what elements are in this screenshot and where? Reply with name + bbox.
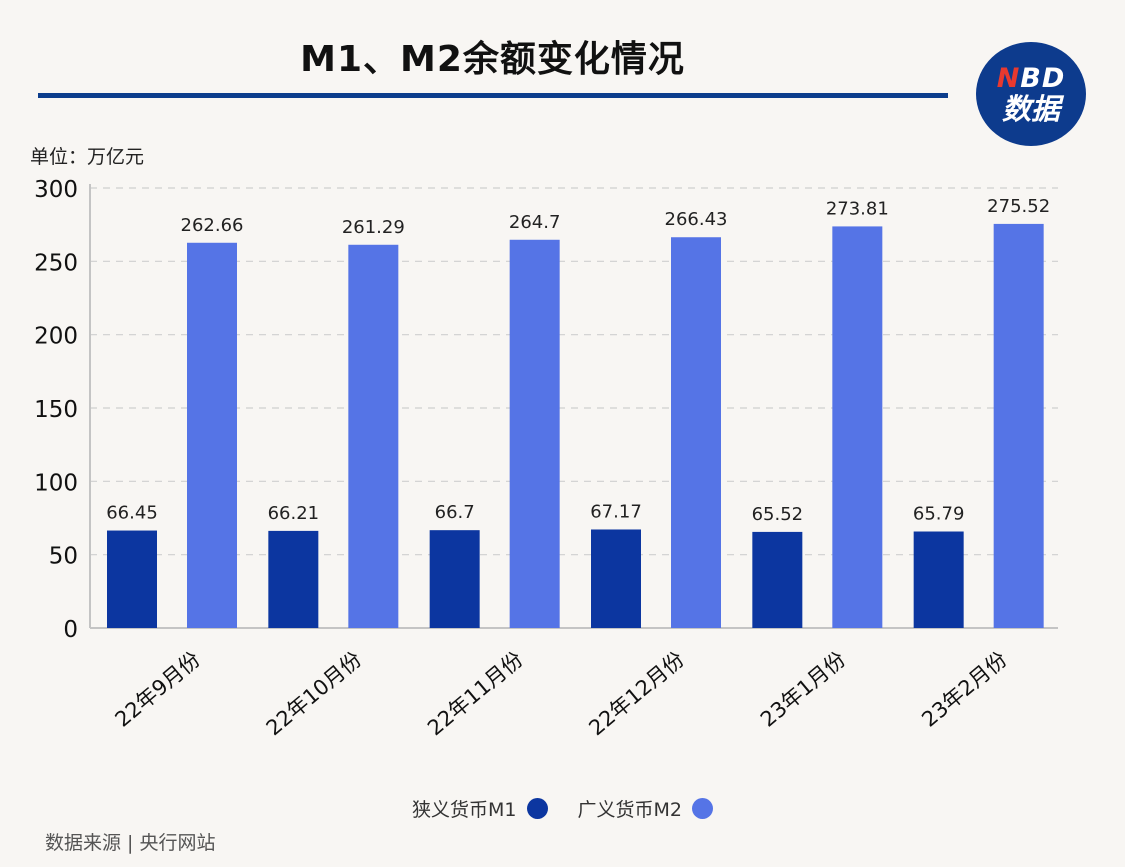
bar-value-label-m1: 65.52 <box>752 504 804 525</box>
x-category-label: 22年9月份 <box>111 647 205 732</box>
y-tick-label: 0 <box>63 617 78 643</box>
x-category-label: 22年11月份 <box>423 647 528 740</box>
x-category-label: 23年2月份 <box>917 647 1011 732</box>
y-tick-label: 50 <box>49 544 78 570</box>
bar-value-label-m2: 273.81 <box>826 198 889 219</box>
title-underline <box>38 93 948 98</box>
bar-value-label-m2: 261.29 <box>342 217 405 238</box>
legend-item-m1: 狭义货币M1 <box>412 795 548 822</box>
y-tick-label: 150 <box>34 397 78 423</box>
bar-value-label-m1: 66.7 <box>435 502 475 523</box>
nbd-logo: NBD 数据 <box>976 42 1086 146</box>
bar-value-label-m2: 264.7 <box>509 212 561 233</box>
x-category-label: 23年1月份 <box>756 647 850 732</box>
bar-m2 <box>993 223 1044 629</box>
bar-m1 <box>268 530 319 628</box>
bar-m2 <box>671 237 721 628</box>
bar-m1 <box>913 531 964 628</box>
bar-value-label-m1: 67.17 <box>590 501 642 522</box>
bar-m2 <box>832 226 883 629</box>
legend-dot-m2 <box>691 798 713 819</box>
bar-value-label-m2: 262.66 <box>181 215 244 236</box>
legend-dot-m1 <box>526 798 548 819</box>
y-tick-label: 250 <box>34 250 78 276</box>
legend-item-m2: 广义货币M2 <box>578 795 713 822</box>
y-tick-label: 200 <box>34 324 78 350</box>
legend-label-m1: 狭义货币M1 <box>412 799 517 821</box>
y-tick-label: 300 <box>34 177 78 203</box>
y-tick-label: 100 <box>34 470 78 496</box>
bar-m2 <box>187 242 237 629</box>
bar-m2 <box>509 239 560 629</box>
bar-m1 <box>429 530 480 628</box>
bar-chart: 0 50 100 150 200 250 300 66.45 262.66 22年9月份 66.21… <box>34 177 1058 740</box>
bar-m2 <box>348 244 399 629</box>
source-note: 数据来源 | 央行网站 <box>45 832 216 854</box>
bar-m1 <box>752 531 803 628</box>
legend-label-m2: 广义货币M2 <box>577 799 682 821</box>
x-category-label: 22年12月份 <box>584 647 689 740</box>
logo-top-text: NBD <box>996 62 1066 94</box>
bar-value-label-m1: 65.79 <box>913 504 965 525</box>
bar-m1 <box>107 530 157 628</box>
bar-value-label-m1: 66.45 <box>106 503 158 524</box>
legend: 狭义货币M1 广义货币M2 <box>0 795 1125 822</box>
logo-bottom-text: 数据 <box>1001 91 1060 126</box>
unit-label: 单位：万亿元 <box>30 146 145 168</box>
x-category-label: 22年10月份 <box>262 647 367 740</box>
chart-title: M1、M2余额变化情况 <box>300 39 685 80</box>
bar-m1 <box>591 529 641 628</box>
bar-value-label-m2: 266.43 <box>665 209 728 230</box>
bar-value-label-m1: 66.21 <box>268 503 320 524</box>
bar-value-label-m2: 275.52 <box>987 196 1050 217</box>
